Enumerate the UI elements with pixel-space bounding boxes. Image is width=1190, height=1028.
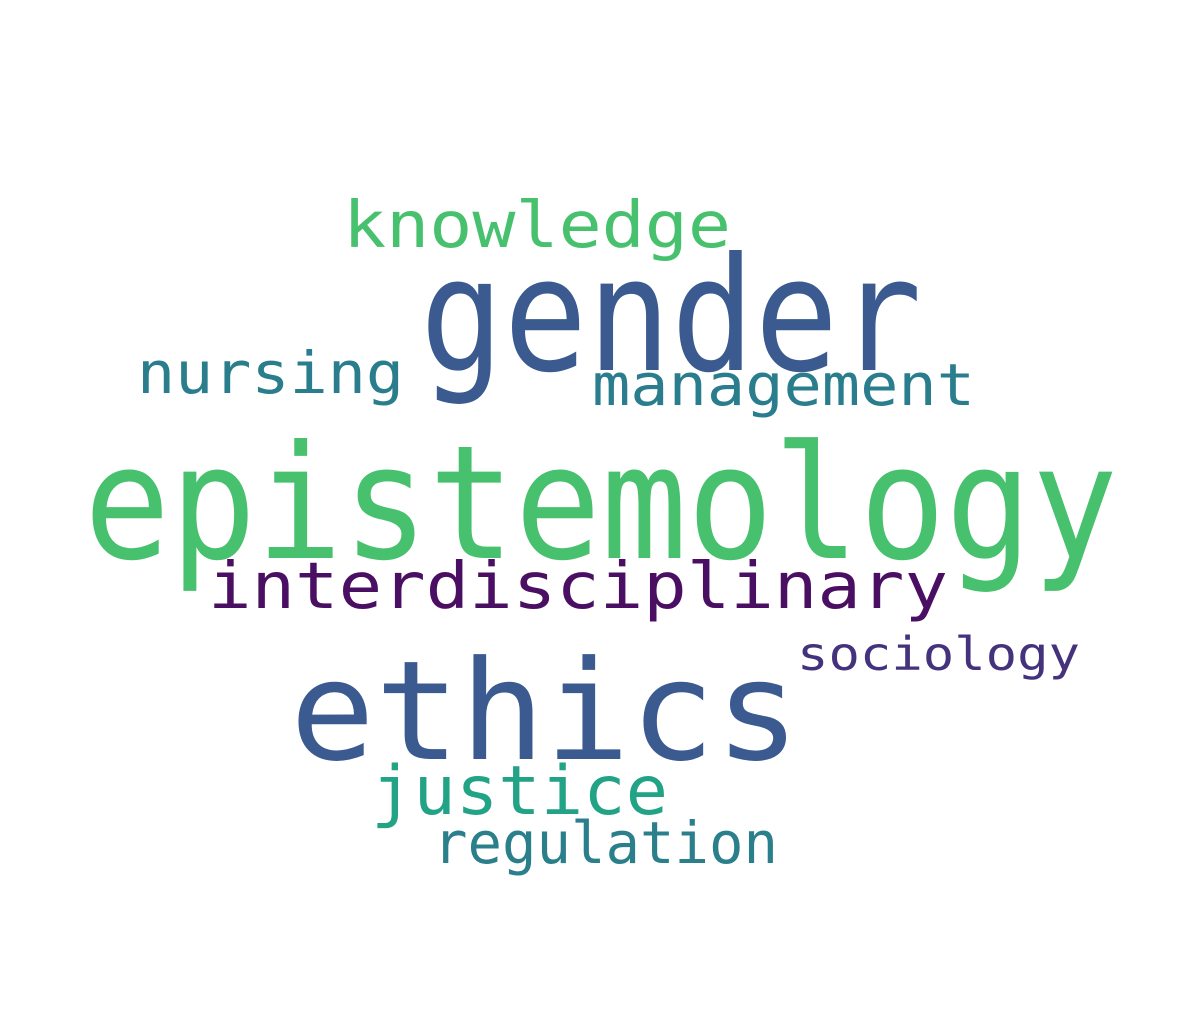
word-gender: gender: [420, 223, 922, 408]
word-ethics: ethics: [290, 631, 801, 793]
word-interdisciplinary: interdisciplinary: [208, 550, 948, 625]
word-nursing: nursing: [137, 338, 404, 407]
word-regulation: regulation: [433, 808, 779, 877]
word-epistemology: epistemology: [84, 411, 1118, 596]
word-sociology: sociology: [797, 627, 1080, 682]
word-knowledge: knowledge: [343, 189, 732, 264]
word-justice: justice: [371, 752, 669, 832]
word-management: management: [592, 350, 976, 419]
